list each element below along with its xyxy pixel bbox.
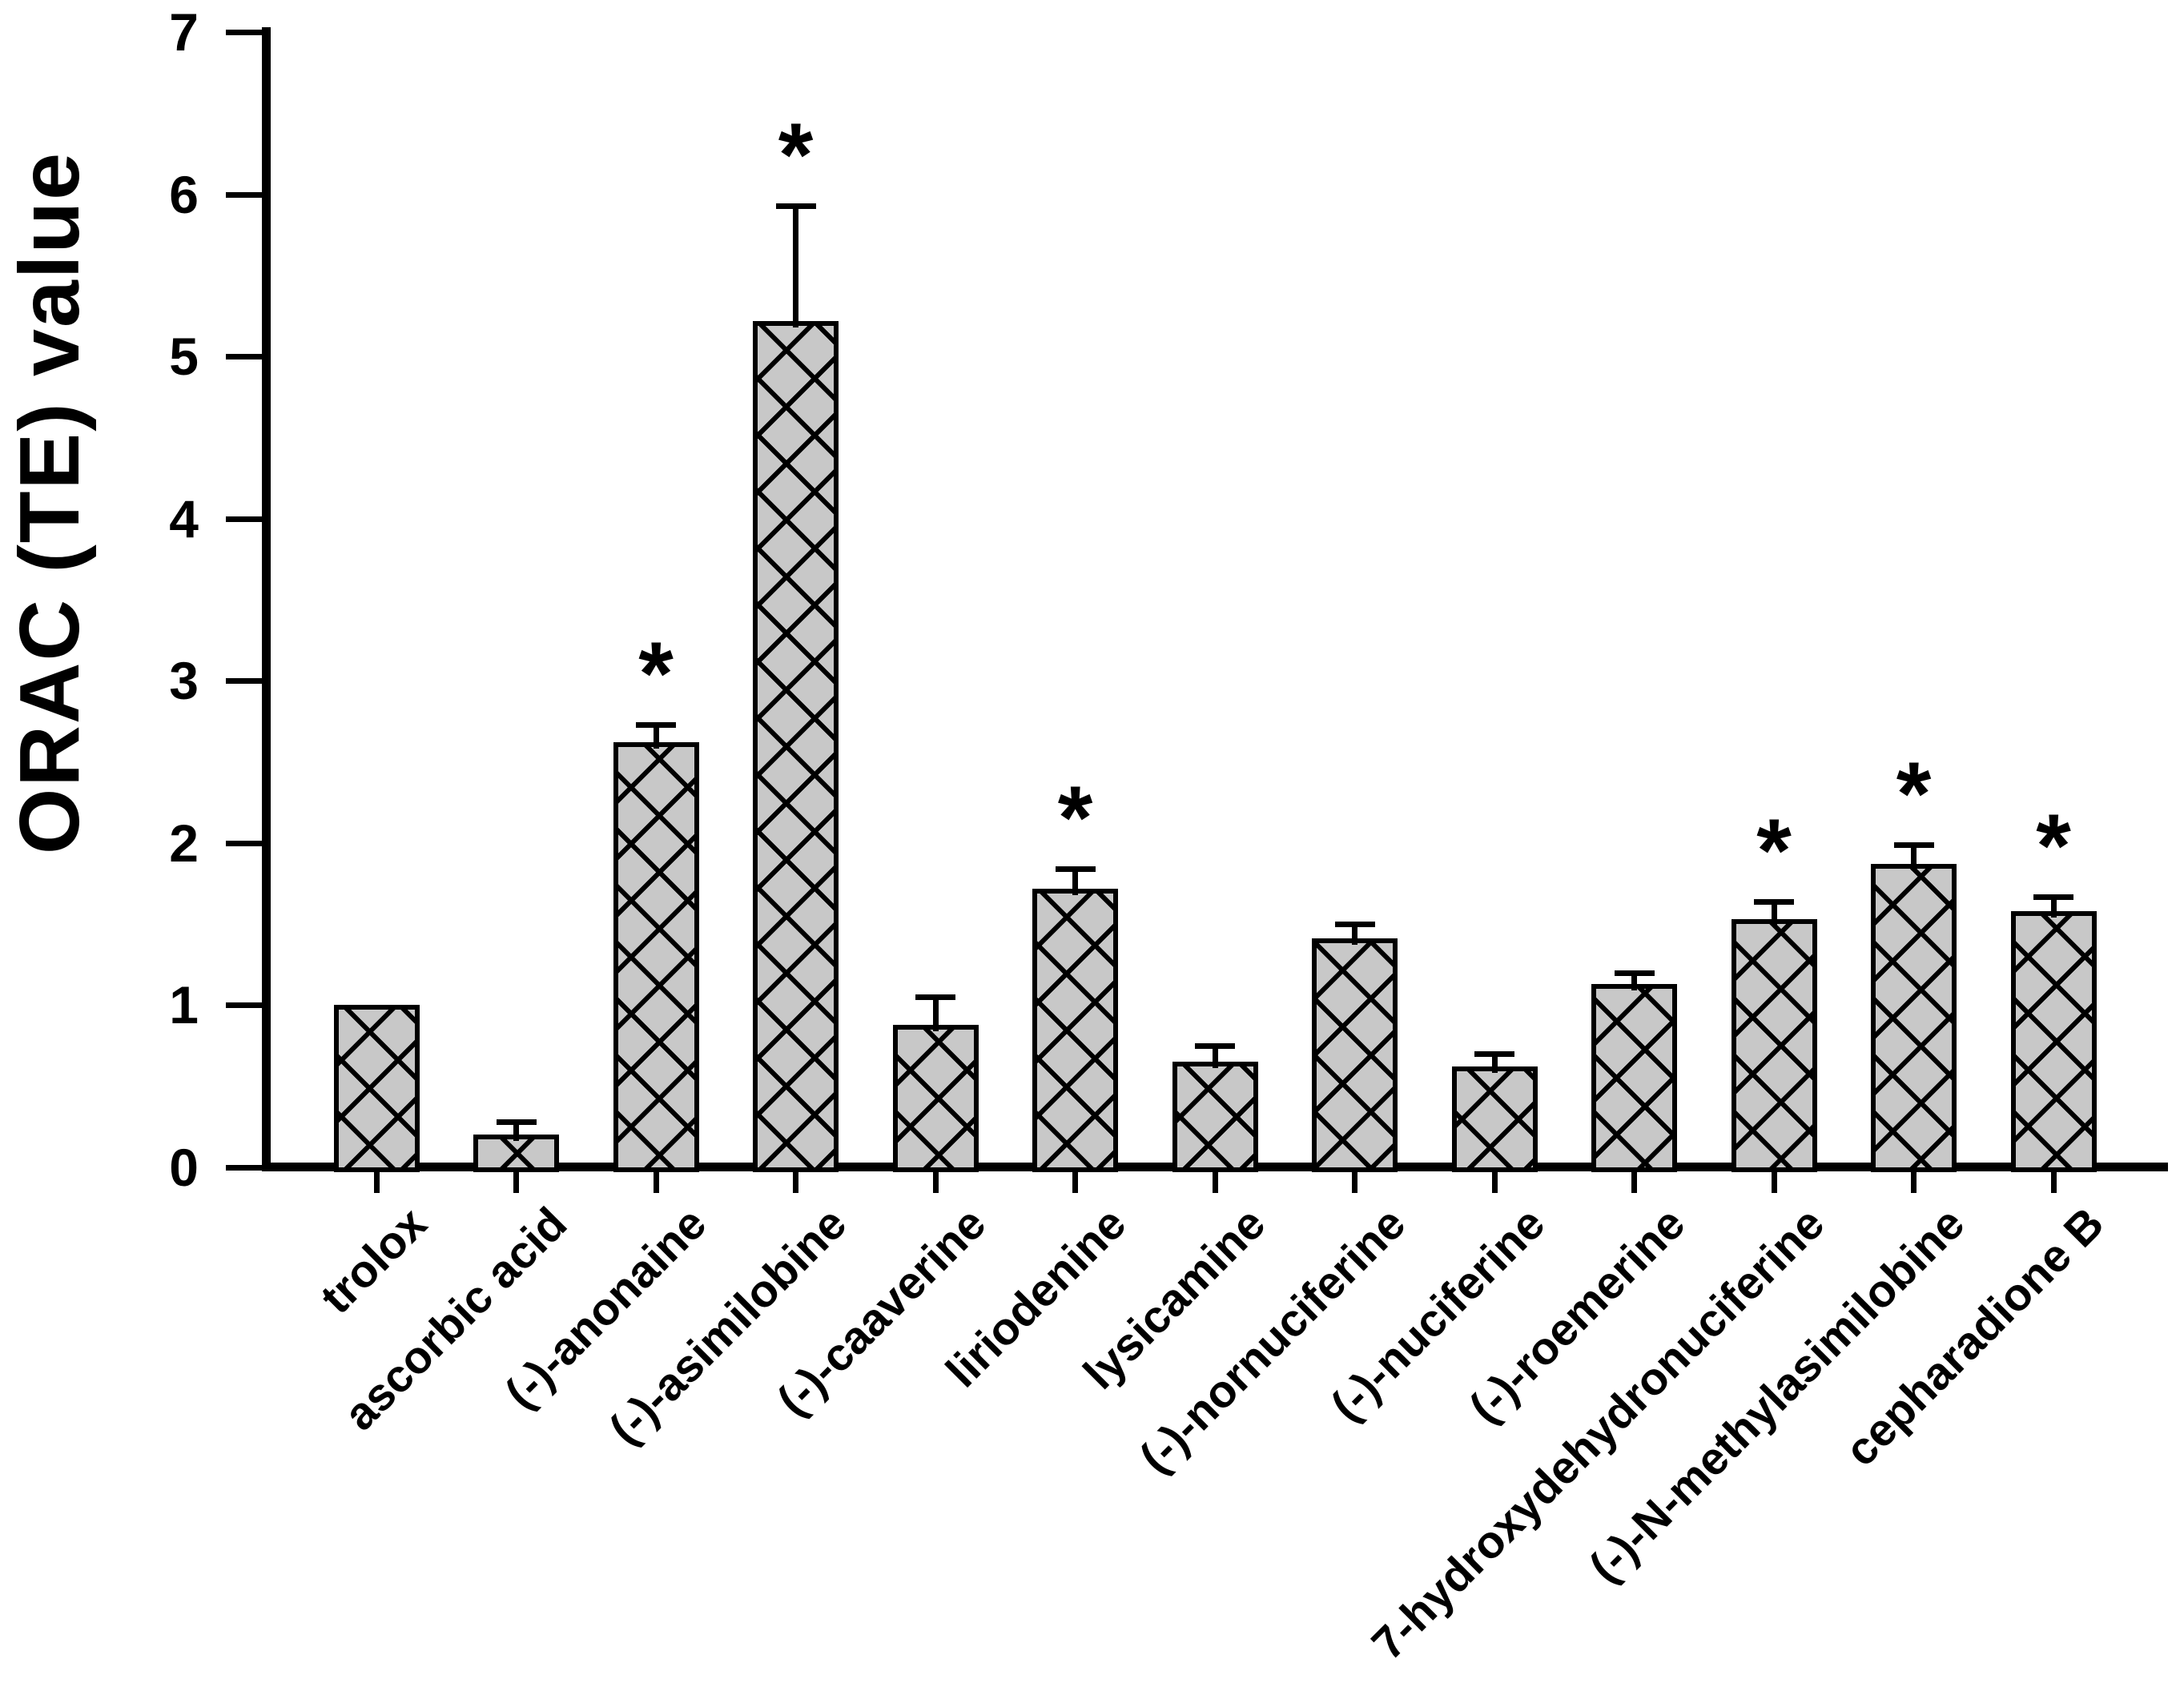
x-tick (1911, 1172, 1917, 1193)
bar (1731, 919, 1817, 1172)
error-bar-cap (1334, 922, 1375, 928)
bar (1312, 938, 1398, 1172)
error-bar-cap (636, 721, 676, 728)
y-tick (226, 840, 262, 846)
bar (1871, 864, 1957, 1172)
bar (892, 1024, 979, 1172)
x-tick (1491, 1172, 1498, 1193)
error-bar-stem (1352, 924, 1357, 946)
x-tick (653, 1172, 659, 1193)
y-tick (226, 1165, 262, 1171)
bar (1032, 888, 1118, 1172)
y-tick-label: 6 (169, 164, 199, 224)
x-tick (513, 1172, 519, 1193)
error-bar-stem (513, 1122, 519, 1142)
bar (2010, 910, 2097, 1172)
error-bar-cap (1474, 1051, 1514, 1058)
significance-asterisk: * (1896, 743, 1932, 844)
error-bar-cap (775, 203, 816, 209)
x-tick (1631, 1172, 1637, 1193)
y-tick-label: 3 (169, 651, 199, 711)
error-bar-stem (2050, 896, 2057, 918)
error-bar-stem (1491, 1054, 1498, 1074)
error-bar-stem (1911, 844, 1917, 871)
y-tick (226, 1002, 262, 1009)
x-tick (793, 1172, 798, 1193)
error-bar-cap (2033, 894, 2073, 900)
y-axis-line (262, 27, 271, 1171)
x-tick (1771, 1172, 1777, 1193)
x-axis-label: trolox (311, 1198, 437, 1324)
error-bar-cap (1055, 866, 1096, 873)
bar (753, 320, 839, 1172)
error-bar-stem (1631, 972, 1637, 991)
significance-asterisk: * (1756, 800, 1792, 901)
error-bar-stem (932, 997, 939, 1031)
significance-asterisk: * (1057, 768, 1093, 869)
y-tick-label: 5 (169, 327, 199, 387)
x-tick (932, 1172, 939, 1193)
y-tick-label: 7 (169, 2, 199, 62)
bar (613, 742, 699, 1172)
error-bar-stem (1771, 901, 1777, 926)
error-bar-cap (496, 1119, 537, 1126)
y-tick (226, 354, 262, 360)
bar (1172, 1062, 1258, 1172)
error-bar-cap (1893, 841, 1934, 848)
significance-asterisk: * (638, 623, 674, 724)
error-bar-cap (915, 994, 955, 1001)
x-tick (1352, 1172, 1357, 1193)
bar (333, 1005, 420, 1172)
bar (1451, 1066, 1538, 1172)
y-tick (226, 30, 262, 35)
y-tick-label: 4 (169, 488, 199, 548)
error-bar-cap (1614, 970, 1655, 976)
x-tick (2050, 1172, 2057, 1193)
error-bar-cap (1195, 1043, 1235, 1050)
y-tick (226, 191, 262, 198)
y-tick-label: 2 (169, 813, 199, 873)
significance-asterisk: * (2036, 795, 2071, 896)
x-tick (1072, 1172, 1078, 1193)
y-tick-label: 1 (169, 975, 199, 1035)
error-bar-stem (653, 724, 659, 749)
bar (1591, 984, 1677, 1172)
error-bar-stem (793, 205, 798, 327)
y-tick (226, 678, 262, 685)
y-tick-label: 0 (169, 1138, 199, 1197)
error-bar-stem (1072, 869, 1078, 895)
significance-asterisk: * (778, 104, 814, 205)
y-tick (226, 516, 262, 522)
error-bar-stem (1212, 1046, 1218, 1069)
x-tick (1212, 1172, 1218, 1193)
error-bar-cap (1754, 898, 1794, 905)
x-tick (373, 1172, 380, 1193)
